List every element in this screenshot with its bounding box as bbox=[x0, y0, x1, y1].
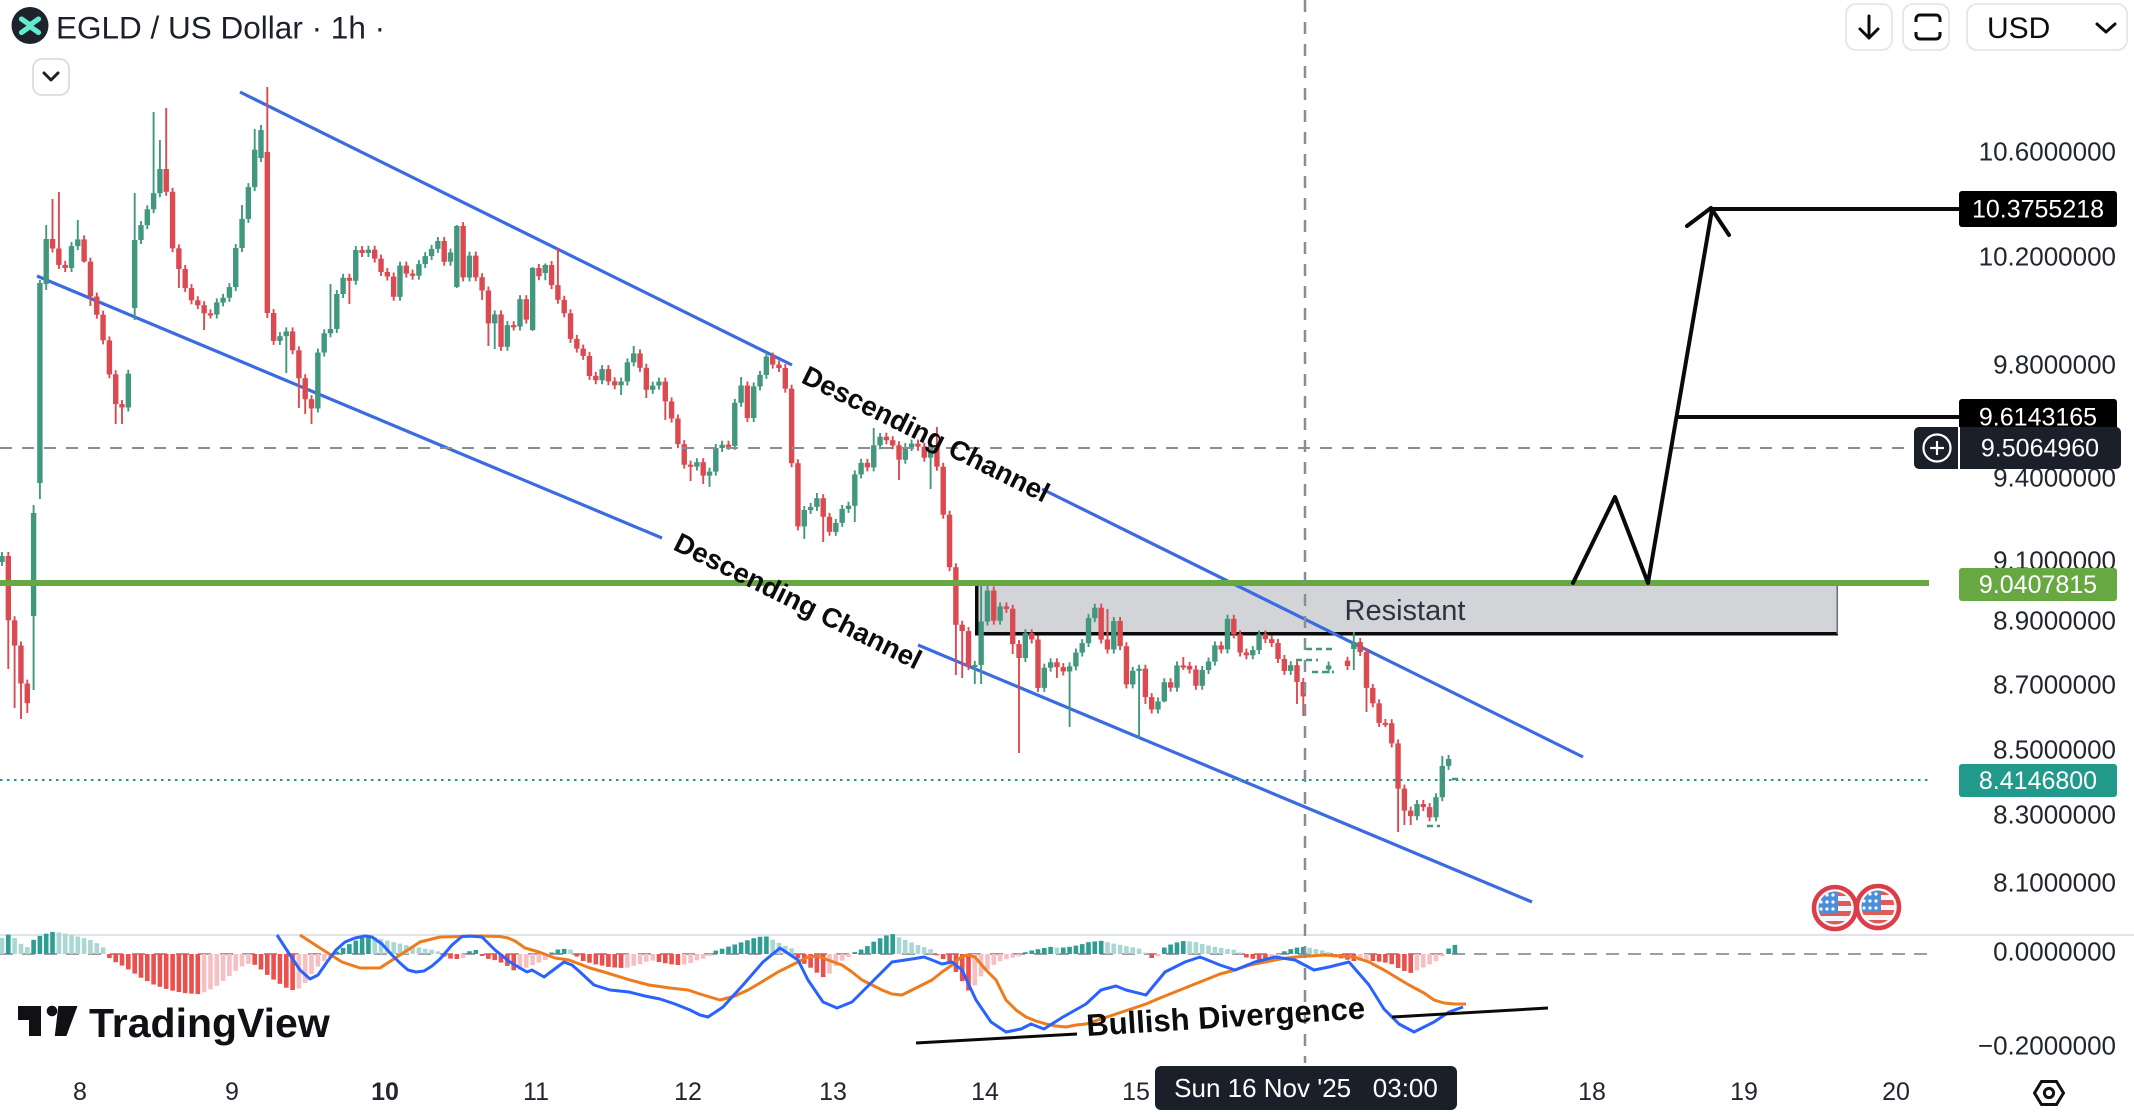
svg-text:19: 19 bbox=[1730, 1078, 1758, 1106]
svg-text:8.4146800: 8.4146800 bbox=[1979, 767, 2097, 795]
svg-text:10.3755218: 10.3755218 bbox=[1972, 196, 2104, 224]
svg-text:8.3000000: 8.3000000 bbox=[1993, 800, 2116, 830]
svg-text:EGLD / US Dollar · 1h ·: EGLD / US Dollar · 1h · bbox=[56, 10, 385, 46]
svg-text:Sun 16 Nov '25 03:00: Sun 16 Nov '25 03:00 bbox=[1174, 1073, 1438, 1103]
svg-text:9: 9 bbox=[225, 1078, 239, 1106]
svg-text:8.9000000: 8.9000000 bbox=[1993, 606, 2116, 636]
svg-text:Resistant: Resistant bbox=[1345, 595, 1466, 627]
svg-text:8.5000000: 8.5000000 bbox=[1993, 735, 2116, 765]
svg-text:9.0407815: 9.0407815 bbox=[1979, 571, 2097, 599]
svg-text:10: 10 bbox=[371, 1078, 399, 1106]
svg-text:8.1000000: 8.1000000 bbox=[1993, 868, 2116, 898]
svg-text:0.0000000: 0.0000000 bbox=[1993, 937, 2116, 967]
svg-text:9.5064960: 9.5064960 bbox=[1981, 435, 2099, 463]
svg-text:20: 20 bbox=[1882, 1078, 1910, 1106]
svg-text:9.6143165: 9.6143165 bbox=[1979, 404, 2097, 432]
svg-text:14: 14 bbox=[971, 1078, 999, 1106]
svg-text:9.8000000: 9.8000000 bbox=[1993, 350, 2116, 380]
svg-text:18: 18 bbox=[1578, 1078, 1606, 1106]
svg-text:10.6000000: 10.6000000 bbox=[1979, 137, 2116, 167]
svg-text:12: 12 bbox=[674, 1078, 702, 1106]
svg-text:TradingView: TradingView bbox=[89, 1000, 330, 1046]
svg-text:13: 13 bbox=[819, 1078, 847, 1106]
svg-text:15: 15 bbox=[1122, 1078, 1150, 1106]
svg-text:11: 11 bbox=[523, 1078, 549, 1106]
svg-text:−0.2000000: −0.2000000 bbox=[1978, 1031, 2116, 1061]
svg-text:8: 8 bbox=[73, 1078, 87, 1106]
svg-text:10.2000000: 10.2000000 bbox=[1979, 242, 2116, 272]
svg-text:USD: USD bbox=[1987, 12, 2050, 45]
svg-text:8.7000000: 8.7000000 bbox=[1993, 670, 2116, 700]
